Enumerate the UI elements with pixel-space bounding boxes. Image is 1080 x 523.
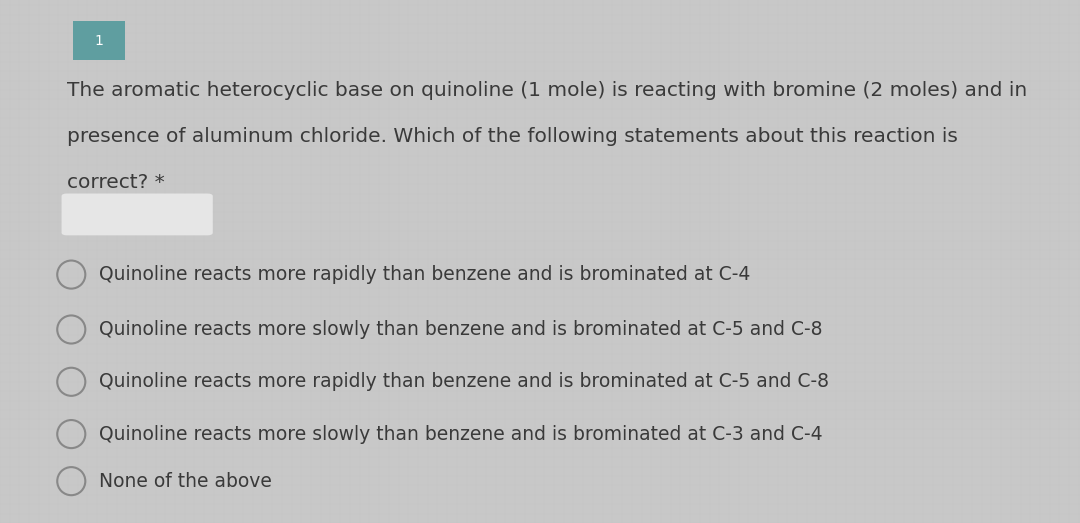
Text: Quinoline reacts more slowly than benzene and is brominated at C-5 and C-8: Quinoline reacts more slowly than benzen… (99, 320, 823, 339)
Text: Quinoline reacts more rapidly than benzene and is brominated at C-5 and C-8: Quinoline reacts more rapidly than benze… (99, 372, 829, 391)
FancyBboxPatch shape (73, 21, 125, 60)
Text: 1: 1 (95, 33, 104, 48)
Text: Quinoline reacts more slowly than benzene and is brominated at C-3 and C-4: Quinoline reacts more slowly than benzen… (99, 425, 823, 444)
Text: None of the above: None of the above (99, 472, 272, 491)
Text: The aromatic heterocyclic base on quinoline (1 mole) is reacting with bromine (2: The aromatic heterocyclic base on quinol… (67, 81, 1027, 100)
Text: correct? *: correct? * (67, 173, 165, 192)
Text: presence of aluminum chloride. Which of the following statements about this reac: presence of aluminum chloride. Which of … (67, 127, 958, 146)
Text: Quinoline reacts more rapidly than benzene and is brominated at C-4: Quinoline reacts more rapidly than benze… (99, 265, 751, 284)
FancyBboxPatch shape (62, 194, 213, 235)
